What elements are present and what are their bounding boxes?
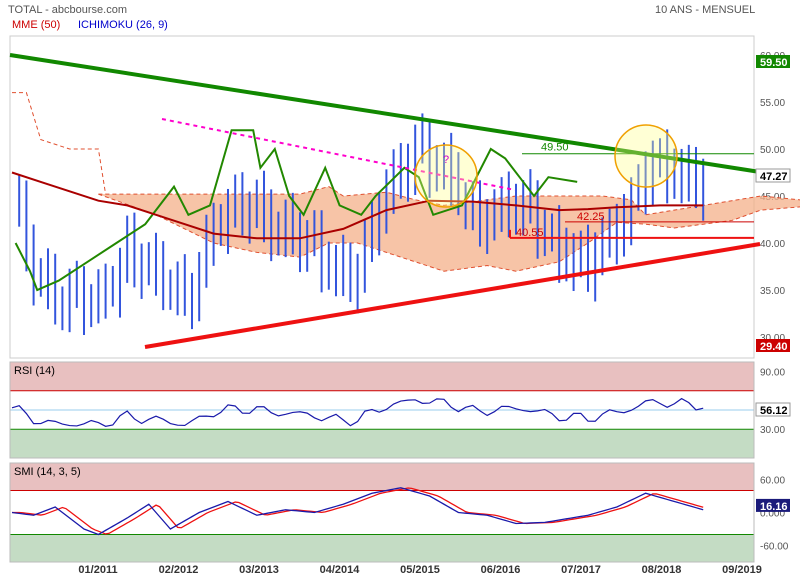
x-tick-label: 01/2011 — [78, 564, 117, 576]
price-frame — [9, 35, 755, 359]
annotation-question: ? — [443, 154, 449, 166]
rsi-panel: RSI (14) 90.00 30.00 56.12 — [9, 361, 791, 459]
highlight-circle-left — [414, 144, 478, 208]
rsi-tick: 30.00 — [760, 425, 785, 436]
current-price-value: 47.27 — [760, 171, 788, 183]
smi-current-value-box — [756, 498, 790, 512]
trendline-bottom — [144, 242, 761, 349]
rsi-oversold-zone — [10, 429, 754, 458]
trendline-top — [9, 53, 761, 174]
rsi-frame — [9, 361, 755, 459]
ichimoku-line — [14, 129, 578, 292]
smi-frame — [9, 462, 755, 563]
price-y-tick: 55.00 — [760, 98, 785, 109]
x-tick-label: 04/2014 — [320, 564, 361, 576]
annotation-49-50: 49.50 — [541, 142, 569, 154]
rsi-tick: 90.00 — [760, 368, 785, 379]
rsi-label: RSI (14) — [14, 365, 55, 377]
period-label: 10 ANS - MENSUEL — [655, 4, 755, 16]
legend-ichimoku: ICHIMOKU (26, 9) — [78, 19, 168, 31]
x-axis: 01/2011 02/2012 03/2013 04/2014 05/2015 06/20… — [78, 564, 761, 576]
rsi-current-value-box — [755, 402, 791, 417]
smi-panel: SMI (14, 3, 5) 60.00 0.000 -60.00 16.16 — [9, 462, 790, 563]
resistance-value-box — [756, 55, 790, 68]
highlight-circle-right — [614, 124, 678, 188]
smi-signal-line — [12, 487, 704, 535]
lagging-span — [12, 92, 107, 195]
legend-mme: MME (50) — [12, 19, 60, 31]
x-tick-label: 09/2019 — [722, 564, 762, 576]
smi-oversold-zone — [10, 534, 754, 562]
x-tick-label: 07/2017 — [561, 564, 601, 576]
current-price-value-box — [755, 168, 791, 183]
annotation-40-55: 40.55 — [516, 227, 544, 239]
mme-line — [11, 171, 704, 240]
x-tick-label: 03/2013 — [239, 564, 279, 576]
support-value: 29.40 — [760, 341, 788, 353]
x-tick-label: 02/2012 — [159, 564, 199, 576]
smi-tick: 0.000 — [760, 509, 785, 520]
price-y-tick: 30.00 — [760, 333, 785, 344]
smi-tick: 60.00 — [760, 476, 785, 487]
smi-label: SMI (14, 3, 5) — [14, 466, 81, 478]
resistance-value: 59.50 — [760, 57, 788, 69]
smi-overbought-zone — [10, 463, 754, 491]
x-tick-label: 05/2015 — [400, 564, 440, 576]
price-panel: 30.0035.0040.0045.0050.0055.0060.0049.50… — [9, 35, 800, 359]
price-y-tick: 50.00 — [760, 145, 785, 156]
rsi-overbought-zone — [10, 362, 754, 391]
rsi-current-value: 56.12 — [760, 405, 788, 417]
source-label: TOTAL - abcbourse.com — [8, 4, 127, 16]
price-y-tick: 40.00 — [760, 239, 785, 250]
x-tick-label: 06/2016 — [481, 564, 521, 576]
smi-tick: -60.00 — [760, 542, 789, 553]
smi-current-value: 16.16 — [760, 501, 788, 513]
price-y-tick: 35.00 — [760, 286, 785, 297]
annotation-42-25: 42.25 — [577, 211, 605, 223]
support-value-box — [756, 339, 790, 352]
x-tick-label: 08/2018 — [642, 564, 682, 576]
rsi-line — [11, 397, 704, 427]
smi-line — [11, 487, 704, 536]
